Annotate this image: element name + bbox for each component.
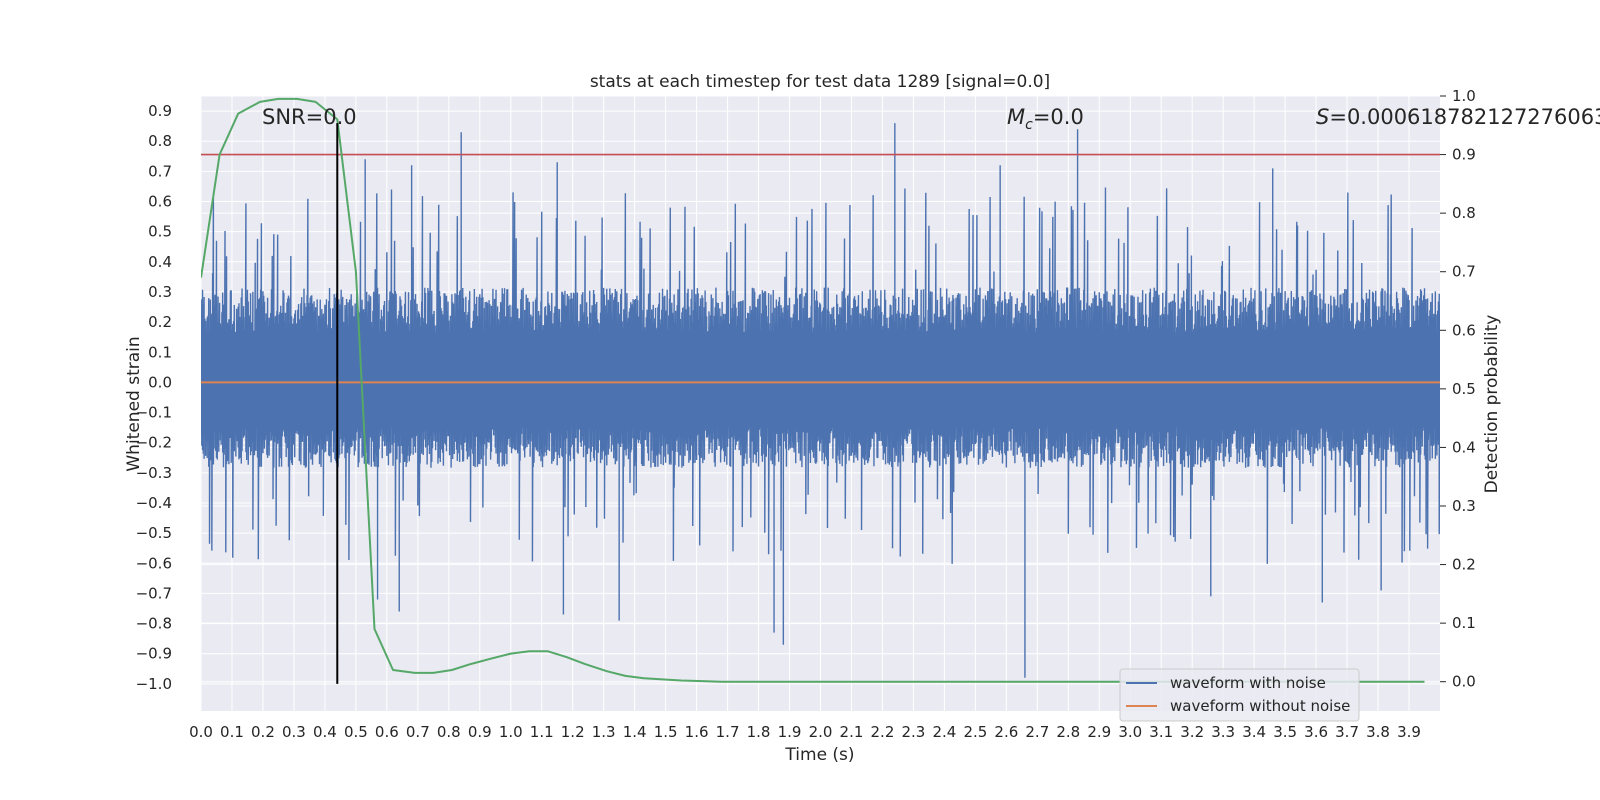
x-tick-label: 3.9 [1397,723,1421,741]
x-tick-label: 2.5 [963,723,987,741]
x-tick-label: 0.2 [251,723,275,741]
y-tick-label: 0.1 [148,343,172,361]
y-tick-label: −0.2 [136,434,172,452]
snr-annotation: SNR=0.0 [262,105,357,129]
y-tick-label: −0.9 [136,645,172,663]
x-tick-label: 3.4 [1242,723,1266,741]
x-tick-label: 1.6 [685,723,709,741]
y-tick-label: 0.8 [148,132,172,150]
x-tick-label: 3.3 [1211,723,1235,741]
x-tick-label: 2.1 [840,723,864,741]
y-tick-label: 0.7 [148,162,172,180]
x-tick-label: 2.0 [809,723,833,741]
x-tick-label: 3.2 [1180,723,1204,741]
y-tick-label: 0.2 [148,313,172,331]
y2-tick-label: 0.4 [1452,438,1476,456]
left-y-axis: 0.9 0.8 0.7 0.6 0.5 0.4 0.3 0.2 0.1 0.0 −0.1 −0.2 −0… [136,102,172,693]
y-tick-label: −0.6 [136,554,172,572]
x-tick-label: 1.0 [499,723,523,741]
y-tick-label: −0.5 [136,524,172,542]
x-tick-label: 0.8 [437,723,461,741]
y-tick-label: −0.8 [136,615,172,633]
legend-box [1119,668,1360,722]
x-tick-label: 0.5 [344,723,368,741]
x-tick-label: 3.5 [1273,723,1297,741]
chart-title: stats at each timestep for test data 128… [590,72,1050,92]
y-tick-label: 0.0 [148,373,172,391]
y2-tick-label: 1.0 [1452,87,1476,105]
y-tick-label: 0.6 [148,193,172,211]
x-tick-label: 2.6 [994,723,1018,741]
x-tick-label: 0.1 [220,723,244,741]
legend-label-noisy: waveform with noise [1170,674,1326,692]
y2-tick-label: 0.1 [1452,614,1476,632]
plot-content [201,97,1440,684]
x-tick-label: 0.4 [313,723,337,741]
y2-tick-label: 0.7 [1452,263,1476,281]
x-tick-label: 1.3 [592,723,616,741]
x-tick-label: 1.5 [654,723,678,741]
x-axis: 0.0 0.1 0.2 0.3 0.4 0.5 0.6 0.7 0.8 0.9 1.0 1.1 1.2 1… [189,723,1421,741]
y-tick-label: 0.3 [148,283,172,301]
x-tick-label: 3.0 [1118,723,1142,741]
x-tick-label: 0.6 [375,723,399,741]
x-tick-label: 0.0 [189,723,213,741]
legend: waveform with noise waveform without noi… [1119,668,1360,722]
right-y-axis: 1.0 0.9 0.8 0.7 0.6 0.5 0.4 0.3 0.2 0.1 0.0 [1440,87,1476,691]
score-annotation: S=0.000618782127276063 [1316,105,1600,129]
y-axis-label: Whitened strain [124,336,144,471]
detection-probability-line [201,97,1425,683]
x-tick-label: 0.9 [468,723,492,741]
x-axis-label: Time (s) [784,745,854,765]
x-tick-label: 1.8 [747,723,771,741]
x-tick-label: 2.2 [871,723,895,741]
x-tick-label: 1.2 [561,723,585,741]
y-tick-label: 0.5 [148,223,172,241]
x-tick-label: 1.7 [716,723,740,741]
x-tick-label: 3.6 [1304,723,1328,741]
x-tick-label: 0.7 [406,723,430,741]
x-tick-label: 2.3 [901,723,925,741]
y2-tick-label: 0.8 [1452,204,1476,222]
x-tick-label: 2.7 [1025,723,1049,741]
y-tick-label: −0.3 [136,464,172,482]
x-tick-label: 2.4 [932,723,956,741]
y2-tick-label: 0.0 [1452,673,1476,691]
x-tick-label: 2.9 [1087,723,1111,741]
y2-tick-label: 0.6 [1452,321,1476,339]
legend-label-clean: waveform without noise [1170,697,1350,715]
y-tick-label: −1.0 [136,675,172,693]
y2-tick-label: 0.3 [1452,497,1476,515]
y-tick-label: −0.7 [136,584,172,602]
x-tick-label: 1.9 [778,723,802,741]
y2-tick-label: 0.2 [1452,556,1476,574]
x-tick-label: 3.7 [1335,723,1359,741]
y2-axis-label: Detection probability [1482,315,1502,494]
y2-tick-label: 0.5 [1452,380,1476,398]
y2-tick-label: 0.9 [1452,146,1476,164]
x-tick-label: 1.1 [530,723,554,741]
x-tick-label: 3.1 [1149,723,1173,741]
y-tick-label: 0.9 [148,102,172,120]
y-tick-label: −0.4 [136,494,172,512]
x-tick-label: 0.3 [282,723,306,741]
y-tick-label: 0.4 [148,253,172,271]
x-tick-label: 1.4 [623,723,647,741]
x-tick-label: 3.8 [1366,723,1390,741]
y-tick-label: −0.1 [136,404,172,422]
x-tick-label: 2.8 [1056,723,1080,741]
chirp-mass-annotation: Mc=0.0 [1007,105,1084,133]
waveform-with-noise-line [201,123,1440,678]
